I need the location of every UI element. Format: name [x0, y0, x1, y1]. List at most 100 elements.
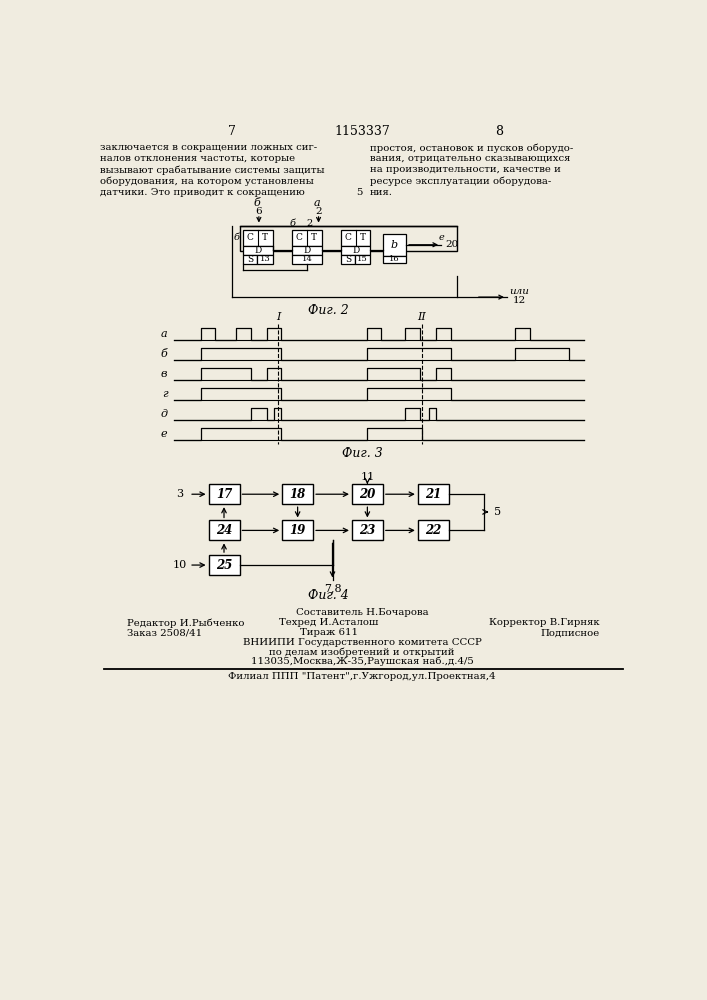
- Text: Фиг. 4: Фиг. 4: [308, 589, 349, 602]
- Text: 23: 23: [359, 524, 375, 537]
- Text: 15: 15: [357, 255, 368, 263]
- Bar: [383, 256, 406, 263]
- Text: C: C: [344, 233, 351, 242]
- Text: б: б: [290, 219, 296, 228]
- Bar: [341, 230, 370, 246]
- Text: 14: 14: [301, 255, 312, 263]
- Text: b: b: [391, 240, 398, 250]
- Text: 13: 13: [259, 255, 271, 263]
- Text: 18: 18: [289, 488, 305, 501]
- Text: 21: 21: [425, 488, 441, 501]
- Bar: [243, 246, 273, 255]
- Text: 113035,Москва,Ж-35,Раушская наб.,д.4/5: 113035,Москва,Ж-35,Раушская наб.,д.4/5: [250, 657, 473, 666]
- Text: Тираж 611: Тираж 611: [300, 628, 358, 637]
- Text: простоя, остановок и пусков оборудо-: простоя, остановок и пусков оборудо-: [370, 143, 573, 153]
- Bar: [355, 255, 370, 264]
- Text: г: г: [162, 389, 168, 399]
- Text: D: D: [303, 246, 310, 255]
- Text: е: е: [160, 429, 168, 439]
- Text: 17: 17: [216, 488, 232, 501]
- Text: Редактор И.Рыбченко: Редактор И.Рыбченко: [127, 618, 245, 628]
- Text: 19: 19: [289, 524, 305, 537]
- Bar: [292, 230, 322, 246]
- Text: 8: 8: [495, 125, 503, 138]
- Bar: [209, 484, 240, 504]
- Bar: [292, 255, 322, 264]
- Text: 12: 12: [513, 296, 526, 305]
- Bar: [209, 520, 240, 540]
- Text: 2: 2: [306, 219, 312, 228]
- Text: C: C: [296, 233, 303, 242]
- Text: ния.: ния.: [370, 188, 392, 197]
- Text: 20: 20: [445, 240, 458, 249]
- Text: на производительности, качестве и: на производительности, качестве и: [370, 165, 561, 174]
- Text: Фиг. 3: Фиг. 3: [341, 447, 382, 460]
- Bar: [243, 255, 257, 264]
- Text: заключается в сокращении ложных сиг-: заключается в сокращении ложных сиг-: [100, 143, 317, 152]
- Text: 11: 11: [361, 472, 375, 482]
- Text: б: б: [233, 233, 240, 242]
- Text: в: в: [161, 369, 168, 379]
- Bar: [418, 520, 449, 540]
- Text: вызывают срабатывание системы защиты: вызывают срабатывание системы защиты: [100, 165, 325, 175]
- Bar: [418, 484, 449, 504]
- Text: 10: 10: [173, 560, 187, 570]
- Text: вания, отрицательно сказывающихся: вания, отрицательно сказывающихся: [370, 154, 570, 163]
- Text: 3: 3: [176, 489, 183, 499]
- Text: 7: 7: [228, 125, 235, 138]
- Bar: [257, 255, 273, 264]
- Text: Составитель Н.Бочарова: Составитель Н.Бочарова: [296, 608, 428, 617]
- Bar: [243, 230, 273, 246]
- Bar: [292, 246, 322, 255]
- Text: а: а: [160, 329, 168, 339]
- Text: ВНИИПИ Государственного комитета СССР: ВНИИПИ Государственного комитета СССР: [243, 638, 481, 647]
- Text: D: D: [352, 246, 359, 255]
- Text: Филиал ППП "Патент",г.Ужгород,ул.Проектная,4: Филиал ППП "Патент",г.Ужгород,ул.Проектн…: [228, 672, 496, 681]
- Bar: [240, 226, 457, 251]
- Text: 5: 5: [494, 507, 501, 517]
- Text: д: д: [160, 409, 168, 419]
- Bar: [341, 246, 370, 255]
- Text: 22: 22: [425, 524, 441, 537]
- Text: C: C: [247, 233, 254, 242]
- Text: 24: 24: [216, 524, 232, 537]
- Text: 16: 16: [389, 255, 400, 263]
- Text: I: I: [276, 312, 281, 322]
- Text: S: S: [247, 255, 253, 264]
- Bar: [383, 234, 406, 256]
- Text: налов отклонения частоты, которые: налов отклонения частоты, которые: [100, 154, 295, 163]
- Text: 25: 25: [216, 559, 232, 572]
- Bar: [282, 484, 313, 504]
- Bar: [282, 520, 313, 540]
- Text: ресурсе эксплуатации оборудова-: ресурсе эксплуатации оборудова-: [370, 177, 551, 186]
- Text: а: а: [314, 198, 320, 208]
- Text: оборудования, на котором установлены: оборудования, на котором установлены: [100, 177, 314, 186]
- Bar: [341, 255, 355, 264]
- Text: Заказ 2508/41: Заказ 2508/41: [127, 628, 202, 637]
- Text: Корректор В.Гирняк: Корректор В.Гирняк: [489, 618, 600, 627]
- Text: Подписное: Подписное: [541, 628, 600, 637]
- Bar: [352, 520, 383, 540]
- Text: или: или: [509, 287, 529, 296]
- Text: D: D: [255, 246, 262, 255]
- Text: T: T: [262, 233, 268, 242]
- Bar: [209, 555, 240, 575]
- Text: Техред И.Асталош: Техред И.Асталош: [279, 618, 378, 627]
- Text: Фиг. 2: Фиг. 2: [308, 304, 349, 317]
- Text: датчики. Это приводит к сокращению: датчики. Это приводит к сокращению: [100, 188, 305, 197]
- Text: e: e: [438, 233, 445, 242]
- Text: б: б: [253, 198, 260, 208]
- Text: II: II: [417, 312, 426, 322]
- Text: 5: 5: [356, 188, 363, 197]
- Bar: [352, 484, 383, 504]
- Text: T: T: [311, 233, 317, 242]
- Text: 20: 20: [359, 488, 375, 501]
- Text: S: S: [345, 255, 351, 264]
- Text: по делам изобретений и открытий: по делам изобретений и открытий: [269, 647, 455, 657]
- Text: 1153337: 1153337: [334, 125, 390, 138]
- Text: б: б: [160, 349, 168, 359]
- Text: 6: 6: [255, 207, 262, 216]
- Text: 7,8: 7,8: [324, 583, 341, 593]
- Text: 2: 2: [315, 207, 322, 216]
- Text: T: T: [360, 233, 366, 242]
